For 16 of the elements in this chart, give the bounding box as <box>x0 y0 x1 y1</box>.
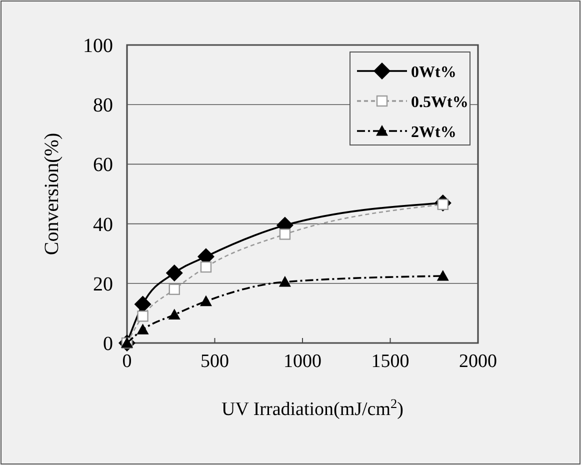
x-tick-label: 2000 <box>459 351 497 372</box>
legend-label: 2Wt% <box>411 124 456 141</box>
x-tick-label: 500 <box>200 351 229 372</box>
y-tick-label: 80 <box>93 94 113 117</box>
y-tick-label: 60 <box>93 154 113 176</box>
y-tick-label: 100 <box>83 35 113 57</box>
y-tick-label: 40 <box>93 214 113 236</box>
x-axis-title: UV Irradiation(mJ/cm$^{2}$) <box>221 396 404 420</box>
y-axis-title: Conversion(%) <box>41 132 63 256</box>
y-tick-label: 0 <box>103 333 113 355</box>
y-tick-label: 20 <box>93 273 113 296</box>
x-tick-label: 1500 <box>371 351 410 372</box>
x-tick-label: 1000 <box>284 351 322 372</box>
legend-label: 0Wt% <box>411 64 456 81</box>
x-tick-label: 0 <box>122 351 132 372</box>
legend-label: 0.5Wt% <box>411 94 468 111</box>
